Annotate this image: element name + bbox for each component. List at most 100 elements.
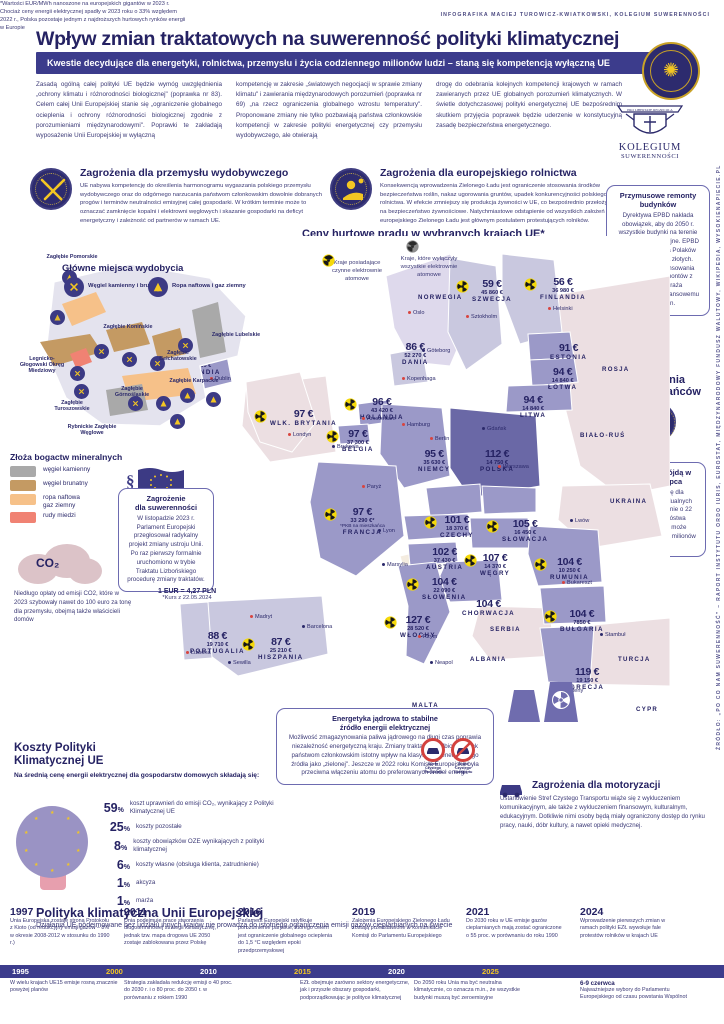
price-pln: 14 840 € [551,378,574,384]
clean-transport-signs: Strefa Czystego Transportu Strefa Czyste… [420,738,476,775]
country-name: HISZPANIA [258,654,304,661]
threat-mining-block: Zagrożenia dla przemysłu wydobywczego UE… [30,167,330,226]
price-eur: 127 € [405,614,431,626]
intro-col-1: Zasadą ogólną całej polityki UE będzie w… [36,81,222,139]
timeline-event-below: Do 2050 roku Unia ma być neutralna klima… [414,980,524,1002]
co2-label: CO₂ [36,556,60,570]
country-name: AUSTRIA [426,564,464,571]
country-name-label: SERBIA [490,626,521,633]
country-name: FINLANDIA [540,294,586,301]
country-price-label: 56 €36 980 € FINLANDIA [540,276,586,301]
city-label: Hamburg [402,422,430,428]
price-eur: 105 € [512,518,538,530]
co2-block: CO₂ Niedługo opłaty od emisji CO2, które… [14,540,132,625]
timeline-event-text: Do 2030 roku w UE emisje gazów cieplarni… [466,918,562,939]
cost-percent: 1% [116,894,130,909]
price-pln: 7850 € [573,620,591,626]
country-name-label: MALTA [412,702,439,709]
country-price-label: 97 € WLK. BRYTANIA [270,408,337,427]
cost-item: 1% akcyza [96,876,286,890]
timeline-event-text: Najważniejsze wybory do Parlamentu Europ… [580,987,687,1001]
mining-basin-label: Zagłębie Górnośląskie [114,386,150,399]
paragraph-icon: § [126,472,135,491]
threat-mining-body: UE nabywa kompetencję do określenia harm… [80,182,322,225]
price-eur: 97 € [293,408,314,420]
mining-basin-label: Zagłębie Bełchatowskie [159,350,197,363]
heraldic-crest-icon: PRO LIBERTATE REGNICOLA [616,105,684,134]
mining-basin-label: Zagłębie Turoszowskie [54,400,90,413]
radiation-icon [486,520,499,533]
price-pln: 19 150 € [576,678,598,684]
country-name-label: UKRAINA [610,498,648,505]
price-pln: 52 270 € [404,353,427,359]
sign-caption: Strefa Czystego Transportu [453,762,473,774]
co2-cloud-icon: CO₂ [14,540,114,588]
timeline-title: Polityka klimatyczna Unii Europejskiej [36,906,264,920]
hammers-icon [64,277,84,297]
price-eur: 97 € [348,428,368,440]
country-name: BELGIA [342,446,374,453]
country-price-label: 104 €22 090 € SŁOWENIA [422,576,467,601]
cost-description: marża [136,897,154,905]
cost-item: 1% marża [96,894,286,908]
box-sovereignty-threat: Zagrożenie dla suwerenności W listopadzi… [118,488,214,593]
fx-rate: 1 EUR = 4,27 PLN [158,588,217,595]
price-eur: 56 € [553,276,573,288]
mine-coal-icon [74,384,89,399]
mine-coal-icon [94,344,109,359]
price-pln: 36 980 € [552,288,574,294]
timeline-subtitle: Działania UE podejmowane bez udziału inn… [36,922,453,929]
legend-nuclear-off: Kraje, które wyłączyły wszystkie elektro… [398,256,460,280]
price-pln: 37 430 € [433,558,456,564]
price-pln: 45 860 € [481,290,503,296]
mine-oil-icon [170,414,185,429]
city-label: Bukareszt [562,580,592,586]
mining-basin-label: Legnicko-Głogowski Okręg Miedziowy [19,356,65,375]
city-label: Warszawa [498,464,529,470]
timeline-events-above: 1997 Unia Europejska zostaje stroną Proto… [0,906,724,964]
price-pln: 14 750 € [486,460,508,466]
mine-coal-icon [178,338,193,353]
costs-section: Koszty Polityki Klimatycznej UE Na średn… [14,742,270,781]
mining-basin-label: Zagłębie Lubelskie [211,332,261,338]
legend-nuclear-off-text: Kraje, które wyłączyły wszystkie elektro… [400,256,458,278]
city-label: Paryż [362,484,381,490]
price-eur: 104 € [557,556,582,568]
timeline-event-text: Unia Europejska zostaje stroną Protokołu… [10,918,110,947]
threat-agriculture-title: Zagrożenia dla europejskiego rolnictwa [380,167,577,179]
country-price-label: 104 € CHORWACJA [462,598,515,617]
intro-col-2: kompetencję w zakresie „światowych negoc… [236,81,422,139]
city-label: Madryt [250,614,272,620]
clean-transport-sign-icon: Strefa Czystego Transportu [450,738,476,775]
price-note: *PKB na mieszkańca [340,524,385,529]
farmer-seal-icon [330,168,372,210]
country-name: SŁOWENIA [422,594,467,601]
logo-subtitle: SUWERENNOŚCI [620,153,680,160]
city-label: Stambuł [600,632,626,638]
cost-percent: 1% [116,876,130,891]
timeline-event-text: Strategia zakładała redukcję emisji o 40… [124,980,233,1001]
mine-oil-icon [206,392,221,407]
costs-lead: Na średnią cenę energii elektrycznej dla… [14,771,260,779]
city-label: Rzym [418,634,437,640]
radiation-icon [242,638,255,651]
timeline-event-below: Strategia zakładała redukcję emisji o 40… [124,980,234,1002]
country-name: CHORWACJA [462,610,516,617]
radiation-icon [524,278,537,291]
price-eur: 101 € [444,514,470,526]
europe-map: Kraje posiadające czynne elektrownie ato… [150,236,670,713]
source-note: ŹRÓDŁO: „PO CO NAM SUWERENNOŚĆ" – RAPORT… [716,164,722,750]
timeline-year-tick: 2020 [388,967,405,976]
mining-legend-oil-label: Ropa naftowa i gaz ziemny [172,283,246,290]
price-pln: 18 370 € [446,526,468,532]
cost-percent: 6% [116,858,130,873]
city-label: Barcelona [302,624,332,630]
country-price-label: 97 €37 300 € BELGIA [342,428,374,453]
timeline-event-above: 2021 Do 2030 roku w UE emisje gazów ciepl… [466,906,566,940]
radiation-icon [424,516,437,529]
cost-percent: 59% [103,801,124,816]
country-price-label: 94 €14 840 € LITWA [520,394,546,419]
city-label: Lyon [378,528,395,534]
country-name-label: BIAŁO-RUŚ [580,432,626,439]
city-label: Sewilla [228,660,251,666]
